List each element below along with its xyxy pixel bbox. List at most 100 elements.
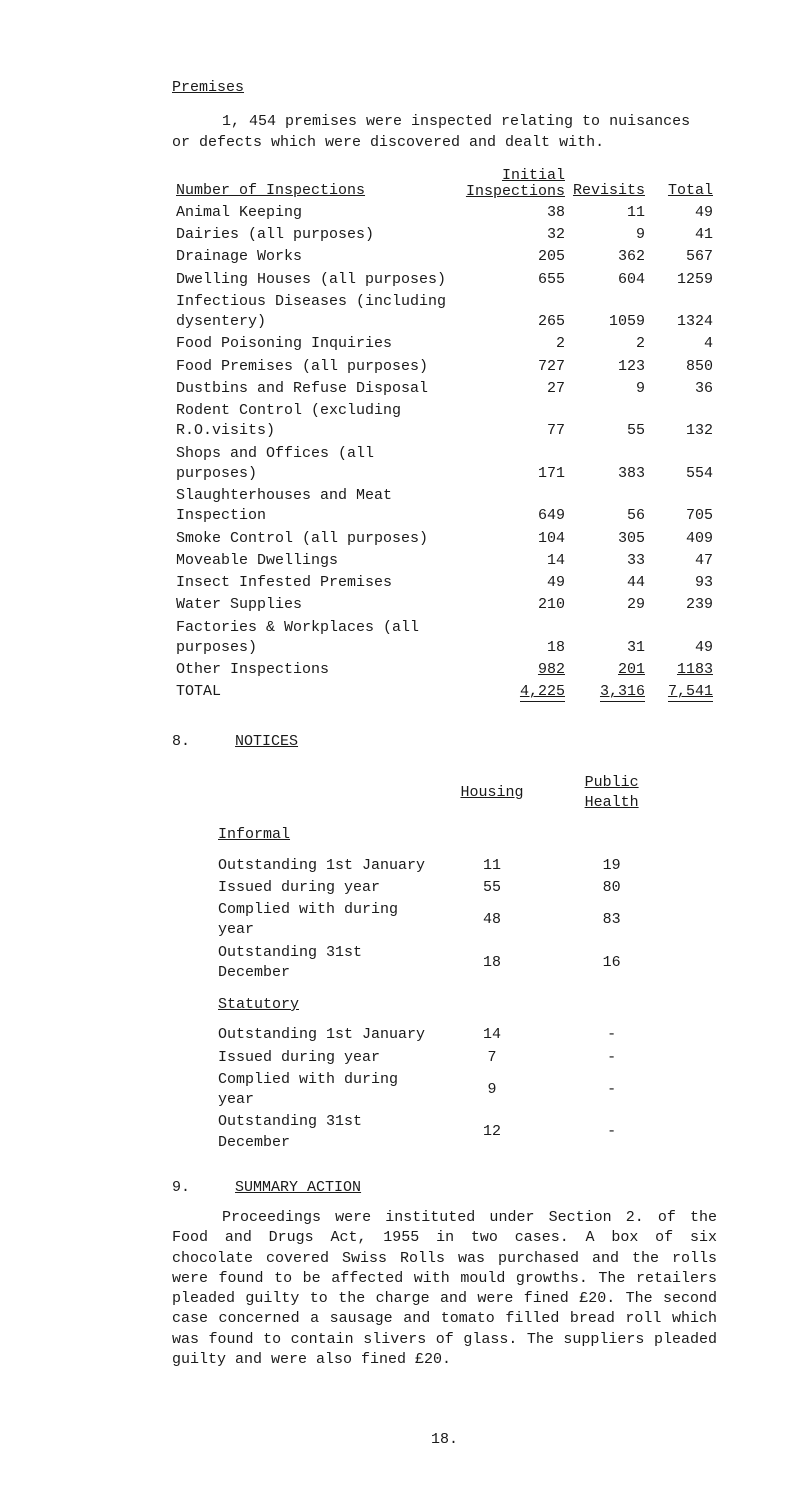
row-total: 705: [649, 485, 717, 528]
row-revisits: 56: [569, 485, 649, 528]
table-row: Factories & Workplaces (all purposes)183…: [172, 617, 717, 660]
table-row: Food Poisoning Inquiries224: [172, 333, 717, 355]
row-housing: 55: [436, 877, 548, 899]
row-initial: 2: [462, 333, 569, 355]
summary-heading: SUMMARY ACTION: [235, 1179, 361, 1196]
row-initial: 104: [462, 528, 569, 550]
row-public-health: -: [548, 1024, 675, 1046]
table-row: Complied with during year4883: [212, 899, 675, 942]
row-revisits: 362: [569, 246, 649, 268]
summary-num: 9.: [172, 1179, 190, 1196]
col-public-health: Public Health: [585, 774, 639, 811]
row-revisits: 1059: [569, 291, 649, 334]
row-total: 554: [649, 443, 717, 486]
col-initial-1: Initial: [502, 167, 565, 184]
row-label: Food Premises (all purposes): [172, 356, 462, 378]
row-label: Insect Infested Premises: [172, 572, 462, 594]
row-label: Complied with during year: [212, 899, 436, 942]
row-label: Smoke Control (all purposes): [172, 528, 462, 550]
table-row: Insect Infested Premises494493: [172, 572, 717, 594]
row-label: Moveable Dwellings: [172, 550, 462, 572]
table-row: Issued during year7-: [212, 1047, 675, 1069]
row-label: Outstanding 1st January: [212, 855, 436, 877]
table-row: Dwelling Houses (all purposes)6556041259: [172, 269, 717, 291]
row-total: 41: [649, 224, 717, 246]
table-row: Slaughterhouses and Meat Inspection64956…: [172, 485, 717, 528]
row-label: Complied with during year: [212, 1069, 436, 1112]
table-row: Rodent Control (excluding R.O.visits)775…: [172, 400, 717, 443]
row-revisits: 31: [569, 617, 649, 660]
table-row: Animal Keeping381149: [172, 202, 717, 224]
inspections-table: Number of Inspections Initial Inspection…: [172, 167, 717, 704]
row-initial: 649: [462, 485, 569, 528]
row-public-health: -: [548, 1069, 675, 1112]
table-row: Complied with during year9-: [212, 1069, 675, 1112]
row-housing: 48: [436, 899, 548, 942]
premises-heading: Premises: [172, 78, 717, 98]
table-row: Smoke Control (all purposes)104305409: [172, 528, 717, 550]
table-row: Dairies (all purposes)32941: [172, 224, 717, 246]
table-row: Issued during year5580: [212, 877, 675, 899]
row-label: Factories & Workplaces (all purposes): [172, 617, 462, 660]
row-total: 239: [649, 594, 717, 616]
row-total: TOTAL 4,225 3,316 7,541: [172, 681, 717, 703]
row-initial: 49: [462, 572, 569, 594]
row-total: 4: [649, 333, 717, 355]
row-total: 850: [649, 356, 717, 378]
row-initial: 205: [462, 246, 569, 268]
row-label: Outstanding 1st January: [212, 1024, 436, 1046]
table-row: Drainage Works205362567: [172, 246, 717, 268]
row-label: Water Supplies: [172, 594, 462, 616]
row-label: Dustbins and Refuse Disposal: [172, 378, 462, 400]
row-revisits: 383: [569, 443, 649, 486]
page-number: 18.: [172, 1430, 717, 1450]
row-label: Animal Keeping: [172, 202, 462, 224]
row-revisits: 11: [569, 202, 649, 224]
table-row: Infectious Diseases (including dysentery…: [172, 291, 717, 334]
notices-table: Housing Public Health Informal Outstandi…: [212, 772, 675, 1154]
table-row: Moveable Dwellings143347: [172, 550, 717, 572]
row-total: 93: [649, 572, 717, 594]
row-total: 1324: [649, 291, 717, 334]
premises-intro: 1, 454 premises were inspected relating …: [172, 112, 717, 153]
row-label: Slaughterhouses and Meat Inspection: [172, 485, 462, 528]
row-label: Rodent Control (excluding R.O.visits): [172, 400, 462, 443]
row-other: Other Inspections 982 201 1183: [172, 659, 717, 681]
row-housing: 12: [436, 1111, 548, 1154]
row-public-health: 16: [548, 942, 675, 985]
row-total: 49: [649, 202, 717, 224]
row-revisits: 9: [569, 378, 649, 400]
summary-para: Proceedings were instituted under Sectio…: [172, 1208, 717, 1370]
row-label: Infectious Diseases (including dysentery…: [172, 291, 462, 334]
row-public-health: 83: [548, 899, 675, 942]
col-housing: Housing: [460, 784, 523, 801]
notices-heading-row: 8. NOTICES: [172, 732, 717, 752]
row-public-health: 80: [548, 877, 675, 899]
table-row: Outstanding 31st December1816: [212, 942, 675, 985]
row-initial: 210: [462, 594, 569, 616]
table-row: Food Premises (all purposes)727123850: [172, 356, 717, 378]
row-public-health: -: [548, 1111, 675, 1154]
notices-num: 8.: [172, 733, 190, 750]
row-initial: 171: [462, 443, 569, 486]
table-row: Outstanding 1st January14-: [212, 1024, 675, 1046]
row-initial: 14: [462, 550, 569, 572]
row-housing: 11: [436, 855, 548, 877]
row-initial: 727: [462, 356, 569, 378]
row-initial: 27: [462, 378, 569, 400]
notices-heading: NOTICES: [235, 733, 298, 750]
row-revisits: 123: [569, 356, 649, 378]
col-desc: Number of Inspections: [176, 182, 365, 199]
row-public-health: 19: [548, 855, 675, 877]
table-row: Outstanding 1st January1119: [212, 855, 675, 877]
row-label: Food Poisoning Inquiries: [172, 333, 462, 355]
row-revisits: 2: [569, 333, 649, 355]
row-revisits: 604: [569, 269, 649, 291]
statutory-heading: Statutory: [218, 995, 299, 1015]
row-public-health: -: [548, 1047, 675, 1069]
row-revisits: 305: [569, 528, 649, 550]
row-revisits: 55: [569, 400, 649, 443]
col-total: Total: [668, 182, 713, 199]
row-label: Drainage Works: [172, 246, 462, 268]
row-initial: 18: [462, 617, 569, 660]
